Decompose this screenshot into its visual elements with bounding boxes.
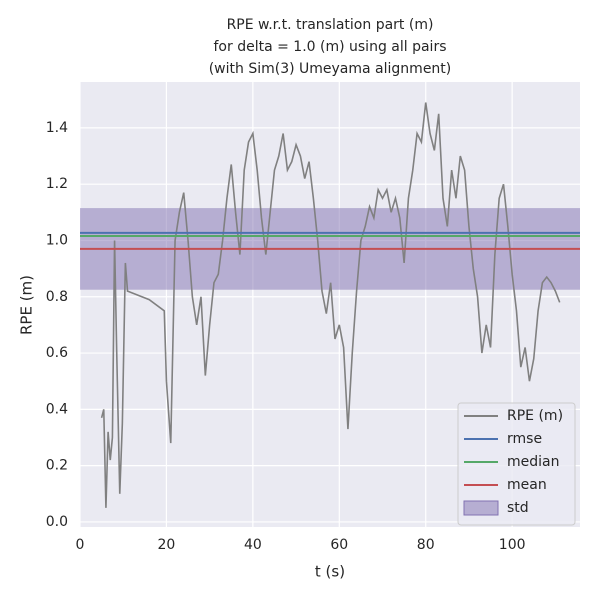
y-tick-label: 0.2 (46, 458, 68, 474)
x-tick-label: 60 (330, 537, 348, 553)
legend-label: RPE (m) (507, 408, 563, 424)
x-tick-label: 100 (499, 537, 526, 553)
y-tick-label: 0.8 (46, 289, 68, 305)
y-tick-label: 0.6 (46, 345, 68, 361)
chart-title: (with Sim(3) Umeyama alignment) (209, 61, 452, 77)
x-tick-label: 0 (76, 537, 85, 553)
x-tick-label: 40 (244, 537, 262, 553)
y-tick-label: 0.4 (46, 401, 68, 417)
x-tick-label: 20 (158, 537, 176, 553)
chart-title: for delta = 1.0 (m) using all pairs (214, 39, 447, 55)
legend-label: median (507, 454, 559, 470)
rpe-line (100, 102, 561, 508)
y-tick-label: 0.0 (46, 514, 68, 530)
x-axis-label: t (s) (315, 563, 345, 581)
y-tick-label: 1.4 (46, 120, 68, 136)
legend-label: rmse (507, 431, 542, 447)
y-axis-label: RPE (m) (18, 275, 36, 335)
legend-label: std (507, 500, 529, 516)
legend-label: mean (507, 477, 547, 493)
x-tick-label: 80 (417, 537, 435, 553)
legend-swatch (463, 500, 499, 516)
y-tick-label: 1.2 (46, 176, 68, 192)
y-tick-label: 1.0 (46, 232, 68, 248)
chart-title: RPE w.r.t. translation part (m) (227, 17, 434, 33)
legend-box (457, 402, 576, 526)
